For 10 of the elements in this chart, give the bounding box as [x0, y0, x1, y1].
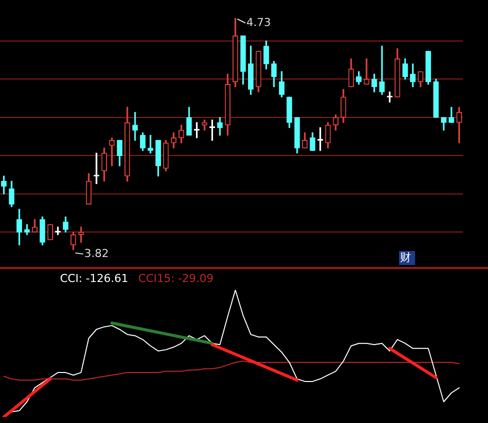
text: CCI15: -29.09: [138, 272, 214, 285]
candlestick: [132, 112, 138, 141]
candlestick: [148, 134, 154, 154]
annotation: 4.73: [246, 16, 271, 29]
candlestick: [94, 152, 100, 184]
text: 财: [400, 250, 411, 264]
candlestick: [364, 58, 370, 85]
annotation: 3.82: [84, 246, 109, 260]
candlestick: [379, 46, 385, 95]
text: CCI: -126.61: [60, 272, 128, 285]
